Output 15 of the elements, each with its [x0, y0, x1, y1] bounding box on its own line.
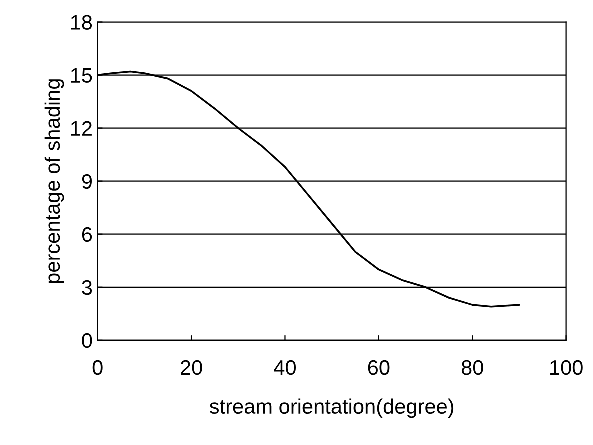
y-tick-label: 0 — [82, 333, 92, 348]
x-tick-label: 100 — [550, 360, 583, 376]
y-tick-label: 15 — [71, 68, 92, 84]
x-tick-label: 40 — [274, 360, 296, 376]
y-axis-title: percentage of shading — [44, 80, 64, 284]
x-axis-title: stream orientation(degree) — [210, 398, 454, 418]
y-tick-label: 9 — [82, 174, 92, 190]
x-tick-label: 80 — [462, 360, 484, 376]
y-tick-label: 3 — [82, 280, 92, 296]
x-tick-label: 60 — [368, 360, 390, 376]
y-tick-label: 12 — [71, 121, 92, 136]
y-tick-label: 18 — [71, 15, 92, 30]
y-tick-label: 6 — [82, 227, 92, 242]
x-tick-label: 0 — [92, 360, 103, 376]
x-tick-label: 20 — [181, 360, 202, 376]
